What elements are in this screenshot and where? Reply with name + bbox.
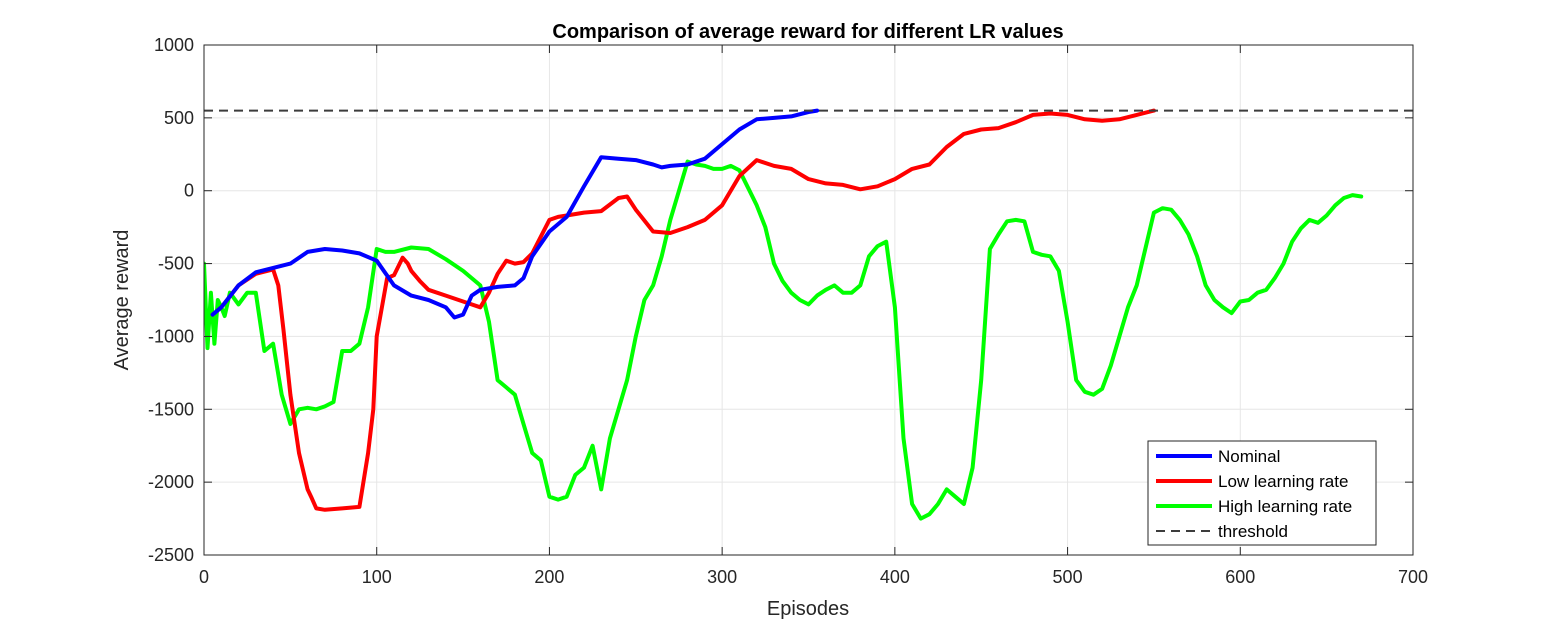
y-tick-label: -1000	[148, 326, 194, 346]
legend-label: threshold	[1218, 522, 1288, 541]
y-tick-label: 500	[164, 108, 194, 128]
x-tick-label: 700	[1398, 567, 1428, 587]
legend-label: Nominal	[1218, 447, 1280, 466]
y-tick-label: 0	[184, 181, 194, 201]
y-tick-label: -500	[158, 254, 194, 274]
x-tick-label: 500	[1053, 567, 1083, 587]
legend: Nominal Low learning rate High learning ra…	[1147, 440, 1377, 546]
chart-title: Comparison of average reward for differe…	[552, 21, 1063, 43]
legend-box	[1147, 440, 1377, 546]
x-axis-label: Episodes	[767, 598, 849, 620]
y-tick-label: 1000	[154, 35, 194, 55]
y-tick-label: -2000	[148, 472, 194, 492]
series-layer	[204, 108, 1413, 521]
series-line-low-learning-rate	[210, 108, 1156, 512]
y-axis-label: Average reward	[111, 230, 133, 371]
legend-label: High learning rate	[1218, 497, 1352, 516]
legend-label: Low learning rate	[1218, 472, 1348, 491]
y-tick-label: -1500	[148, 399, 194, 419]
x-tick-label: 300	[707, 567, 737, 587]
x-tick-label: 600	[1225, 567, 1255, 587]
plot-frame	[203, 44, 1414, 556]
axis-ticks: 0 100 200 300 400 500 600 700 1000 500 0 -500 -1000 -…	[148, 35, 1428, 587]
y-tick-label: -2500	[148, 545, 194, 565]
x-tick-label: 200	[534, 567, 564, 587]
x-tick-label: 100	[362, 567, 392, 587]
x-tick-label: 400	[880, 567, 910, 587]
series-line-nominal	[210, 108, 820, 320]
series-line-high-learning-rate	[204, 159, 1364, 521]
x-tick-label: 0	[199, 567, 209, 587]
